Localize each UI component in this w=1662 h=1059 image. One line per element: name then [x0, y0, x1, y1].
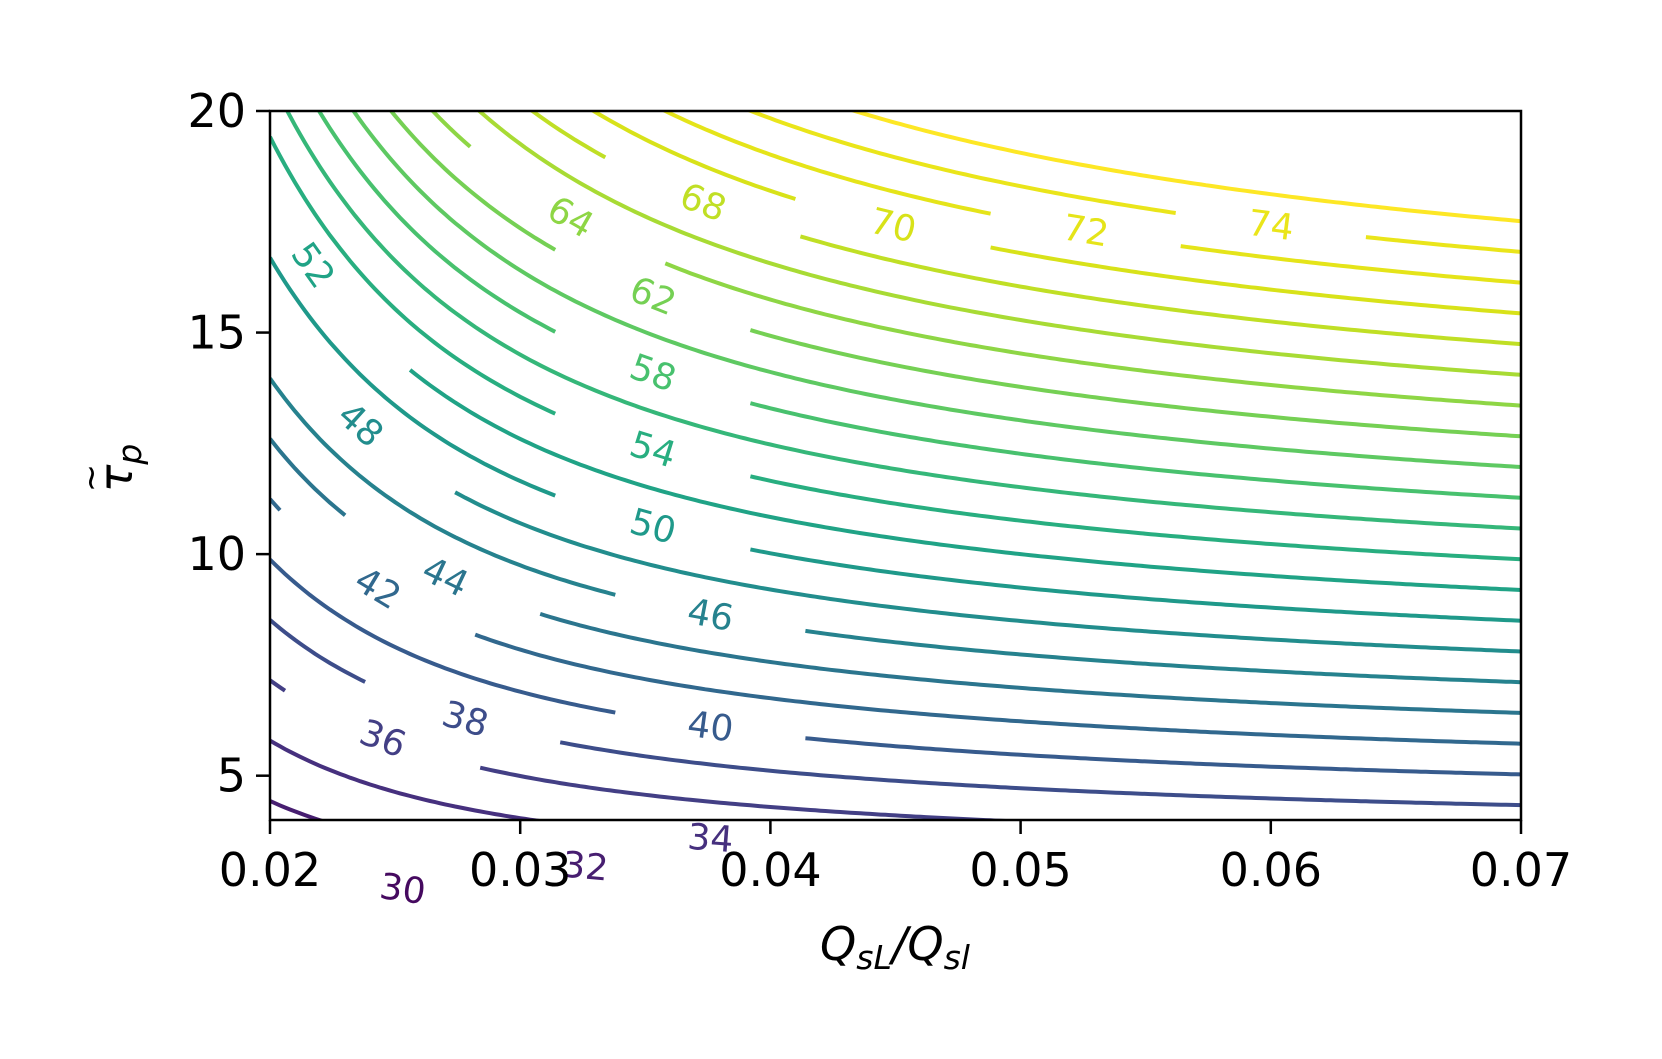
contour-line-72 [1180, 244, 1521, 285]
contour-line-52 [408, 368, 1521, 592]
contour-line-34 [270, 738, 547, 820]
svg-text:~: ~ [71, 464, 111, 493]
x-tick-label: 0.04 [719, 843, 821, 897]
contour-label-40: 40 [685, 704, 736, 751]
contour-line-40 [270, 558, 616, 715]
contour-line-40 [805, 736, 1521, 777]
y-tick-label: 20 [187, 84, 246, 138]
x-tick-label: 0.02 [219, 843, 321, 897]
y-tick-label: 15 [187, 306, 246, 360]
contour-line-62 [749, 328, 1521, 439]
contour-line-70 [589, 111, 797, 201]
contour-line-68 [799, 234, 1521, 347]
x-tick-label: 0.05 [969, 843, 1071, 897]
y-axis: 5 10 15 20 [187, 84, 270, 803]
contour-line-64 [664, 261, 1521, 408]
contour-line-66 [476, 111, 1521, 377]
y-tick-label: 10 [187, 527, 246, 581]
contour-label-32: 32 [561, 845, 610, 890]
contour-line-64 [430, 111, 472, 149]
x-axis-label: QsL/Qsl [820, 917, 970, 977]
contour-line-58 [749, 401, 1521, 500]
contour-line-50 [270, 256, 556, 498]
x-tick-label: 0.06 [1220, 843, 1322, 897]
contour-line-36 [479, 765, 1029, 820]
contour-line-44 [270, 437, 347, 517]
contour-line-44 [539, 611, 1521, 715]
contour-line-58 [316, 111, 557, 334]
contour-line-56 [285, 111, 1521, 531]
contour-lines [270, 111, 1521, 820]
svg-text:τp: τp [89, 444, 149, 493]
y-axis-label: τp ~ [71, 444, 149, 493]
contour-line-54 [270, 135, 557, 416]
contour-line-68 [528, 111, 607, 160]
x-axis: 0.02 0.03 0.04 0.05 0.06 0.07 [219, 820, 1572, 897]
contour-line-42 [474, 632, 1521, 746]
contour-line-76 [848, 111, 1521, 224]
contour-line-54 [749, 474, 1521, 562]
contour-line-36 [270, 678, 287, 693]
y-tick-label: 5 [217, 749, 246, 803]
contour-line-32 [270, 799, 326, 820]
contour-line-74 [745, 111, 1176, 215]
x-tick-label: 0.07 [1470, 843, 1572, 897]
contour-line-42 [270, 497, 282, 512]
contour-label-30: 30 [377, 866, 428, 913]
plot-frame [268, 109, 1523, 822]
contour-line-50 [750, 547, 1521, 623]
contour-line-46 [270, 377, 616, 597]
contour-line-72 [660, 111, 991, 216]
contour-line-70 [990, 245, 1521, 316]
contour-label-72: 72 [1060, 207, 1112, 255]
contour-line-46 [805, 628, 1521, 685]
contour-line-38 [559, 740, 1521, 808]
contour-label-34: 34 [686, 817, 735, 861]
contour-line-38 [270, 618, 366, 684]
contour-label-74: 74 [1246, 203, 1297, 249]
contour-line-74 [1365, 235, 1521, 254]
contour-line-60 [351, 111, 1521, 469]
x-tick-label: 0.03 [469, 843, 571, 897]
contour-line-62 [388, 111, 557, 252]
contour-label-46: 46 [684, 591, 737, 640]
contour-line-48 [454, 490, 1521, 654]
